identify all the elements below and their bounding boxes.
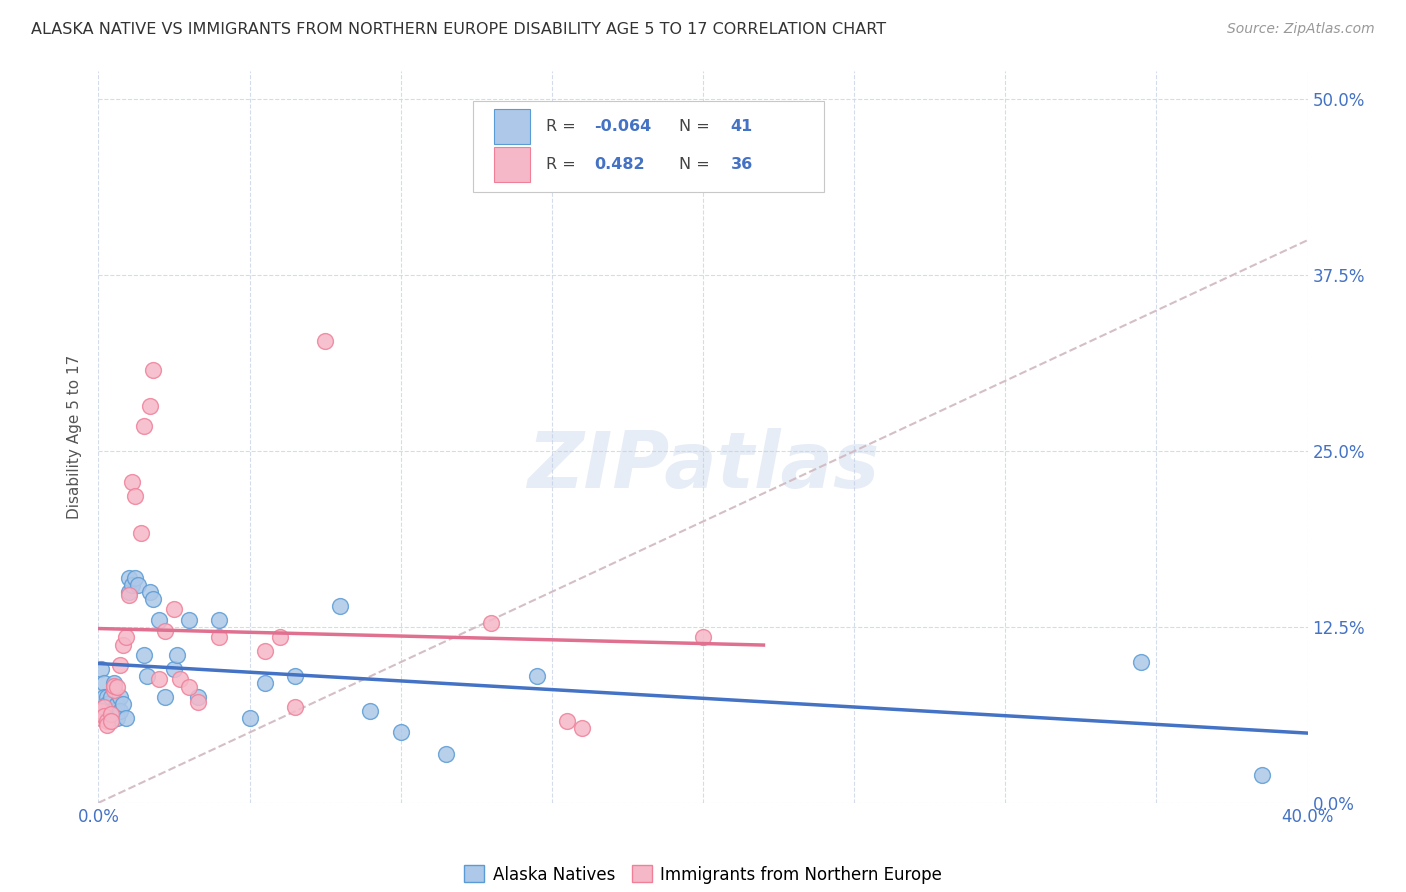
Point	[153, 690, 176, 705]
Point	[103, 679, 125, 693]
Text: ALASKA NATIVE VS IMMIGRANTS FROM NORTHERN EUROPE DISABILITY AGE 5 TO 17 CORRELAT: ALASKA NATIVE VS IMMIGRANTS FROM NORTHER…	[31, 22, 886, 37]
Y-axis label: Disability Age 5 to 17: Disability Age 5 to 17	[67, 355, 83, 519]
Point	[96, 690, 118, 705]
Point	[208, 613, 231, 627]
Point	[166, 648, 188, 662]
Point	[179, 613, 201, 627]
Point	[148, 613, 170, 627]
Point	[124, 489, 146, 503]
Point	[96, 714, 118, 729]
Point	[389, 725, 412, 739]
Point	[253, 644, 276, 658]
Point	[692, 630, 714, 644]
Point	[100, 690, 122, 705]
Point	[239, 711, 262, 725]
Point	[100, 705, 122, 719]
Point	[118, 588, 141, 602]
FancyBboxPatch shape	[494, 146, 530, 182]
Point	[90, 711, 112, 725]
Point	[135, 669, 157, 683]
Point	[179, 681, 201, 695]
Text: N =: N =	[679, 157, 714, 172]
Point	[163, 662, 186, 676]
Text: R =: R =	[546, 119, 581, 134]
Point	[163, 601, 186, 615]
Point	[108, 705, 131, 719]
Point	[314, 334, 336, 349]
Text: Source: ZipAtlas.com: Source: ZipAtlas.com	[1227, 22, 1375, 37]
Point	[96, 698, 118, 712]
Point	[90, 705, 112, 719]
Point	[105, 698, 128, 712]
Text: ZIPatlas: ZIPatlas	[527, 428, 879, 504]
Text: 0.482: 0.482	[595, 157, 645, 172]
Legend: Alaska Natives, Immigrants from Northern Europe: Alaska Natives, Immigrants from Northern…	[457, 859, 949, 890]
Point	[329, 599, 352, 613]
Point	[1251, 767, 1274, 781]
Point	[103, 705, 125, 719]
Point	[360, 705, 382, 719]
Point	[132, 418, 155, 433]
Point	[187, 694, 209, 708]
Point	[103, 676, 125, 690]
Point	[284, 669, 307, 683]
Point	[121, 578, 143, 592]
Point	[169, 672, 191, 686]
FancyBboxPatch shape	[474, 101, 824, 192]
Point	[148, 672, 170, 686]
Point	[118, 584, 141, 599]
Point	[108, 690, 131, 705]
Point	[481, 615, 503, 630]
Point	[100, 707, 122, 722]
Point	[108, 657, 131, 672]
Point	[139, 584, 162, 599]
FancyBboxPatch shape	[494, 109, 530, 144]
Point	[208, 630, 231, 644]
Point	[129, 525, 152, 540]
Text: 36: 36	[731, 157, 754, 172]
Point	[93, 708, 115, 723]
Point	[434, 747, 457, 761]
Point	[142, 362, 165, 376]
Point	[103, 683, 125, 698]
Point	[142, 591, 165, 606]
Point	[105, 681, 128, 695]
Text: R =: R =	[546, 157, 586, 172]
Point	[139, 399, 162, 413]
Point	[526, 669, 548, 683]
Point	[93, 690, 115, 705]
Point	[555, 714, 578, 729]
Text: 41: 41	[731, 119, 754, 134]
Point	[269, 630, 291, 644]
Point	[93, 700, 115, 714]
Point	[111, 638, 134, 652]
Text: -0.064: -0.064	[595, 119, 651, 134]
Point	[121, 475, 143, 489]
Point	[100, 714, 122, 729]
Point	[93, 676, 115, 690]
Point	[253, 676, 276, 690]
Point	[1130, 655, 1153, 669]
Point	[571, 721, 593, 735]
Point	[124, 571, 146, 585]
Point	[111, 698, 134, 712]
Point	[132, 648, 155, 662]
Point	[90, 662, 112, 676]
Point	[118, 571, 141, 585]
Text: N =: N =	[679, 119, 714, 134]
Point	[114, 711, 136, 725]
Point	[105, 711, 128, 725]
Point	[96, 718, 118, 732]
Point	[127, 578, 149, 592]
Point	[187, 690, 209, 705]
Point	[114, 630, 136, 644]
Point	[153, 624, 176, 639]
Point	[284, 700, 307, 714]
